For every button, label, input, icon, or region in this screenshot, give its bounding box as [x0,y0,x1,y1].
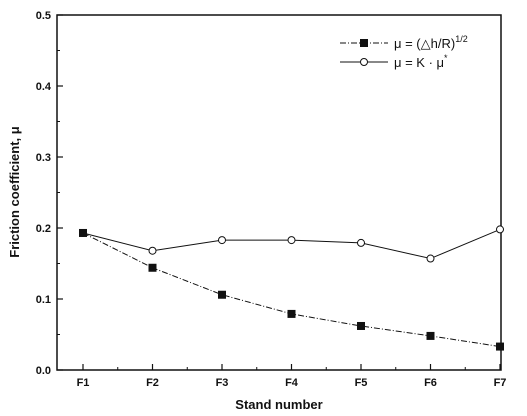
series-1-point [357,321,365,330]
legend-label-series-2-main: μ = K · μ [394,55,444,70]
legend-label-series-2: μ = K · μ* [394,53,448,70]
legend-label-series-1: μ = (△h/R)1/2 [394,34,468,51]
x-axis-label: Stand number [235,397,322,412]
y-axis-label: Friction coefficient, μ [7,126,22,258]
legend-marker-series-2 [360,58,368,66]
x-axis: F1 F2 F3 F4 F5 F6 F7 [77,364,507,389]
series-2-point [496,225,504,234]
series-1-point [79,228,87,237]
legend-marker-series-1 [360,39,368,47]
y-tick-label: 0.1 [36,294,51,306]
legend: μ = (△h/R)1/2 μ = K · μ* [340,34,468,70]
y-tick-label: 0.4 [36,81,52,93]
series-2-point [218,236,226,245]
x-tick-label: F4 [285,377,299,389]
series-2-point [426,254,435,263]
y-tick-label: 0.2 [36,223,51,235]
x-tick-label: F1 [77,377,90,389]
series-1-point [218,290,226,299]
series-2-point [357,238,365,247]
y-tick-label: 0.0 [36,365,51,377]
series-1-point [148,263,157,272]
x-tick-label: F2 [146,377,159,389]
legend-item-series-1: μ = (△h/R)1/2 [340,34,468,51]
x-tick-label: F5 [355,377,368,389]
series-2-point [287,236,296,245]
legend-label-series-1-main: μ = (△h/R) [394,36,455,51]
series-1-point [426,331,435,340]
series-2-point [148,246,157,255]
series-1-point [496,342,504,351]
y-tick-label: 0.3 [36,152,51,164]
legend-item-series-2: μ = K · μ* [340,53,448,70]
x-tick-label: F6 [424,377,437,389]
legend-label-series-1-sup: 1/2 [455,34,468,44]
y-axis: 0.0 0.1 0.2 0.3 0.4 0.5 [36,10,63,377]
series-1-point [287,309,296,318]
y-tick-label: 0.5 [36,10,51,22]
legend-label-series-2-sup: * [444,53,448,63]
series-layer [79,225,504,351]
x-tick-label: F3 [216,377,229,389]
series-1-line [82,232,501,348]
x-tick-label: F7 [494,377,507,389]
